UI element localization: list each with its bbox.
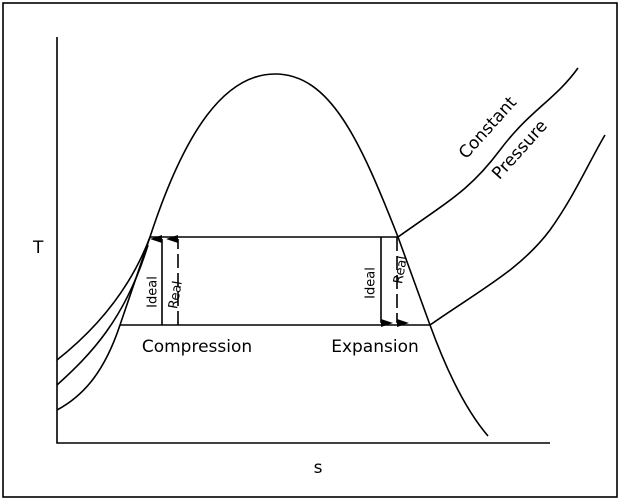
y-axis-label: T: [32, 238, 44, 258]
saturation-dome: [119, 73, 489, 437]
ideal-label: Ideal: [146, 276, 161, 308]
axes: [56, 37, 550, 444]
isobar-mid-left: [56, 244, 149, 386]
ideal-label: Ideal: [364, 267, 379, 299]
isobar-low-right: [429, 134, 606, 326]
compression-label: Compression: [142, 337, 252, 357]
isobar-low-left: [56, 324, 121, 411]
real-label: Real: [166, 280, 186, 310]
real-label: Real: [391, 255, 411, 285]
x-axis-label: s: [314, 458, 323, 478]
isobar-high-right: [397, 67, 579, 238]
isobar-high-left: [56, 236, 151, 361]
expansion-label: Expansion: [331, 337, 419, 357]
